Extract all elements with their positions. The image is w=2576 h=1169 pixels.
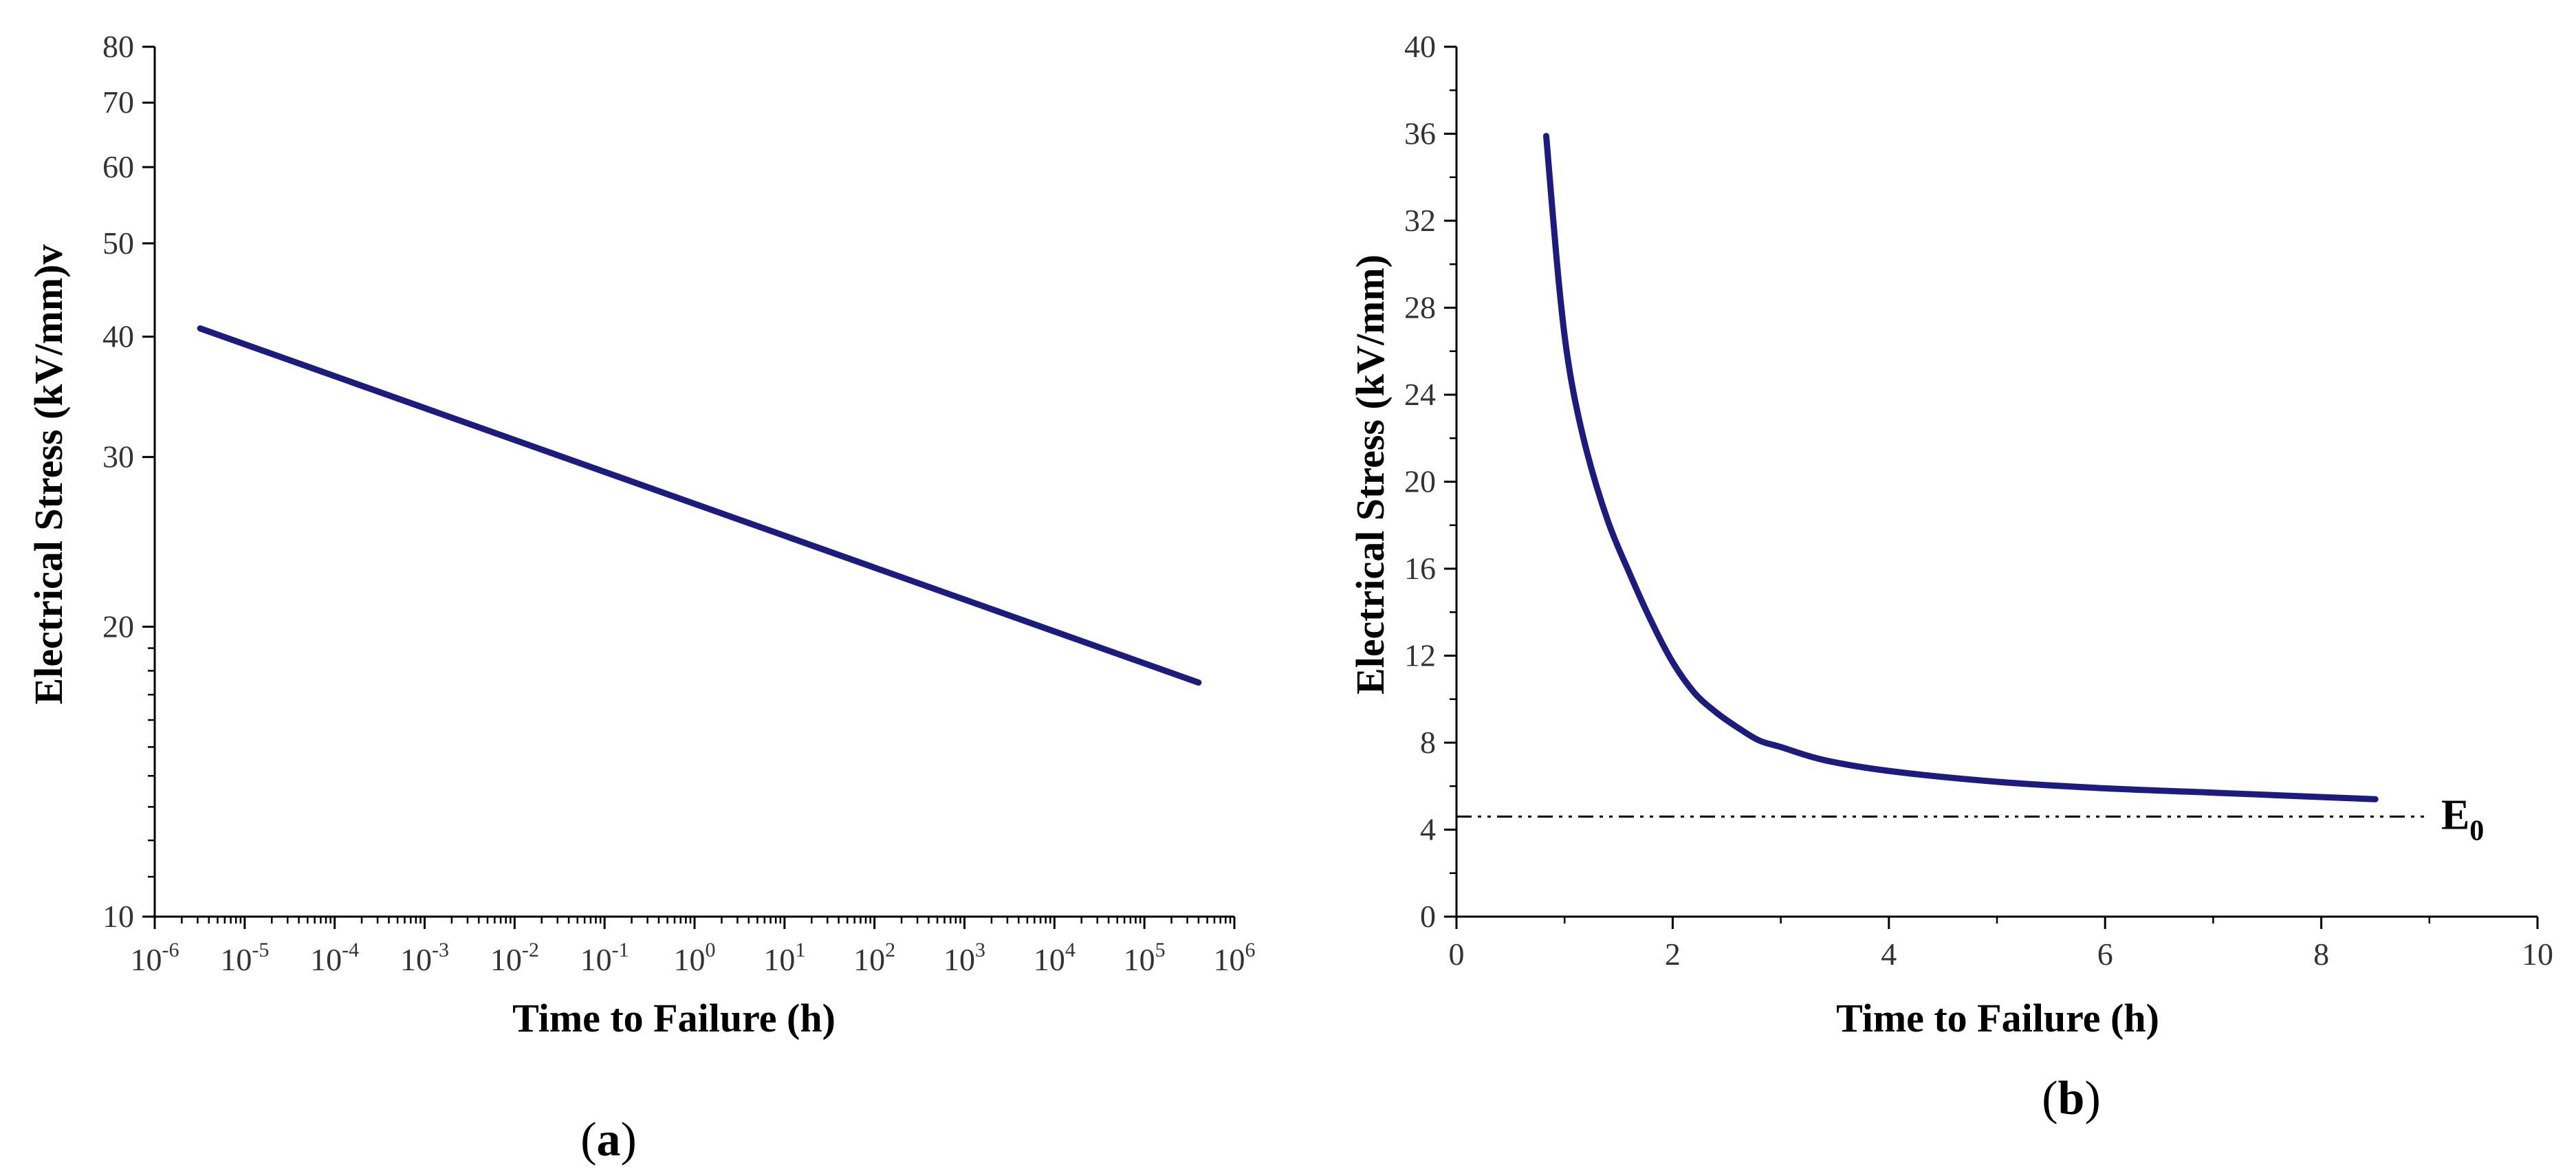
x-tick-label-base: 10: [490, 942, 522, 977]
caption-a-open: (: [580, 1113, 596, 1166]
x-tick-label-b: 8: [2313, 937, 2329, 972]
x-tick-label-a: 10-3: [400, 939, 449, 977]
x-tick-label-a: 105: [1124, 939, 1166, 977]
x-tick-label-base: 10: [763, 942, 795, 977]
series-line-b: [1543, 133, 2379, 802]
y-tick-label-b: 12: [1404, 638, 1436, 673]
caption-a-close: ): [621, 1113, 637, 1166]
y-tick-label-b: 40: [1404, 29, 1436, 64]
x-tick-label-exponent: -6: [162, 939, 179, 961]
x-tick-label-exponent: 2: [885, 939, 895, 961]
y-tick-label-a: 60: [102, 149, 134, 184]
x-tick-label-exponent: 5: [1155, 939, 1166, 961]
y-axis-title-b: Electrical Stress (kV/mm): [1348, 254, 1393, 695]
x-tick-label-a: 10-1: [580, 939, 629, 977]
reference-label-e0: E0: [2441, 792, 2484, 847]
caption-b-open: (: [2042, 1072, 2057, 1125]
x-tick-label-exponent: 1: [795, 939, 805, 961]
y-tick-label-b: 20: [1404, 464, 1436, 499]
y-tick-label-a: 80: [102, 29, 134, 64]
x-tick-label-base: 10: [853, 942, 885, 977]
x-tick-label-base: 10: [220, 942, 252, 977]
x-tick-label-exponent: -3: [432, 939, 449, 961]
x-tick-label-a: 10-5: [220, 939, 269, 977]
x-tick-label-exponent: -2: [522, 939, 539, 961]
y-tick-label-b: 16: [1404, 551, 1436, 586]
x-tick-label-base: 10: [1124, 942, 1155, 977]
y-tick-label-b: 4: [1420, 812, 1436, 847]
x-ticks-a: 10-6 10-5 10-4 10-3 10-2 10-1 100 101 102 103 104 1…: [131, 917, 1256, 977]
y-ticks-b: 0 4 8 12 16 20 24 28 32 36 40: [1404, 29, 1456, 934]
caption-b-letter: b: [2058, 1072, 2085, 1125]
x-axis-title-a: Time to Failure (h): [512, 996, 836, 1040]
x-tick-label-a: 10-2: [490, 939, 539, 977]
y-tick-label-a: 70: [102, 85, 134, 120]
y-tick-label-b: 32: [1404, 203, 1436, 238]
caption-a-letter: a: [597, 1113, 621, 1166]
x-tick-label-exponent: 6: [1245, 939, 1256, 961]
y-tick-label-a: 50: [102, 226, 134, 261]
y-tick-label-a: 20: [102, 609, 134, 644]
y-axis-title-a: Electrical Stress (kV/mm)v: [26, 245, 71, 705]
x-tick-label-b: 10: [2522, 937, 2553, 972]
x-tick-label-exponent: 0: [706, 939, 716, 961]
series-line-a: [197, 325, 1202, 686]
x-tick-label-base: 10: [674, 942, 706, 977]
y-tick-label-b: 28: [1404, 290, 1436, 325]
x-tick-label-a: 102: [853, 939, 895, 977]
x-tick-label-b: 0: [1449, 937, 1465, 972]
x-tick-label-base: 10: [400, 942, 432, 977]
y-ticks-a: 10 20 30 40 50 60 70 80: [102, 29, 155, 934]
y-tick-label-a: 10: [102, 899, 134, 934]
reference-label-subscript: 0: [2469, 816, 2484, 847]
x-tick-label-base: 10: [943, 942, 975, 977]
x-tick-label-b: 2: [1665, 937, 1681, 972]
caption-b-close: ): [2084, 1072, 2100, 1125]
series-layer-a: [197, 325, 1202, 686]
x-tick-label-base: 10: [1214, 942, 1245, 977]
x-tick-label-a: 103: [943, 939, 985, 977]
y-tick-label-a: 30: [102, 439, 134, 474]
x-tick-label-a: 101: [763, 939, 805, 977]
x-tick-label-a: 100: [674, 939, 716, 977]
x-tick-label-exponent: -1: [612, 939, 629, 961]
x-tick-label-b: 6: [2097, 937, 2113, 972]
x-tick-label-base: 10: [131, 942, 162, 977]
series-layer-b: [1543, 133, 2379, 802]
caption-b: (b): [2042, 1072, 2101, 1125]
x-axis-title-b: Time to Failure (h): [1836, 996, 2159, 1040]
x-tick-label-base: 10: [1034, 942, 1065, 977]
x-tick-label-base: 10: [580, 942, 612, 977]
y-tick-label-b: 36: [1404, 116, 1436, 151]
x-tick-label-exponent: -4: [342, 939, 359, 961]
y-tick-label-b: 0: [1420, 899, 1436, 934]
x-tick-label-exponent: 4: [1065, 939, 1076, 961]
x-tick-label-b: 4: [1881, 937, 1897, 972]
caption-a: (a): [580, 1113, 637, 1166]
x-tick-label-base: 10: [310, 942, 342, 977]
x-tick-label-a: 10-4: [310, 939, 359, 977]
x-tick-label-a: 104: [1034, 939, 1076, 977]
x-tick-label-a: 10-6: [131, 939, 179, 977]
y-tick-label-a: 40: [102, 319, 134, 354]
x-ticks-b: 0 2 4 6 8 10: [1449, 917, 2553, 972]
y-tick-label-b: 8: [1420, 725, 1436, 760]
x-tick-label-a: 106: [1214, 939, 1256, 977]
x-tick-label-exponent: -5: [252, 939, 269, 961]
y-tick-label-b: 24: [1404, 377, 1436, 412]
x-tick-label-exponent: 3: [975, 939, 985, 961]
reference-label-main: E: [2441, 792, 2469, 839]
